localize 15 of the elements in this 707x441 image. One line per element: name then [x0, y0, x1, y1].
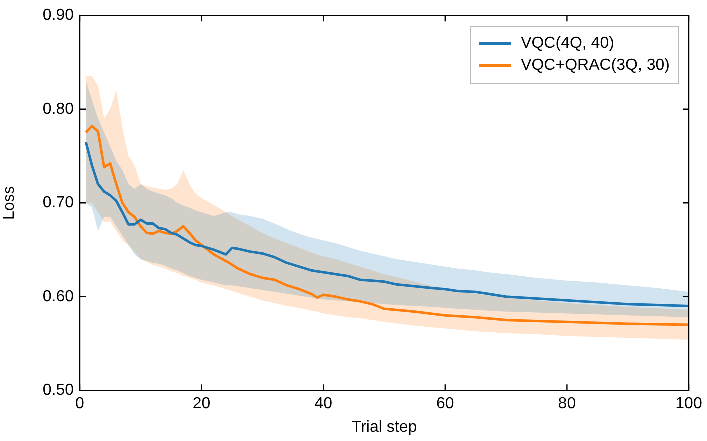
x-tick-label: 100	[676, 396, 702, 413]
legend-label: VQC+QRAC(3Q, 30)	[521, 56, 670, 75]
x-tick-label: 0	[76, 396, 85, 413]
y-tick-label: 0.60	[42, 288, 74, 306]
x-tick-label: 80	[558, 396, 576, 413]
y-tick-label: 0.70	[42, 194, 74, 212]
x-tick-label: 60	[436, 396, 454, 413]
y-tick-label: 0.90	[42, 7, 74, 24]
x-tick-label: 40	[314, 396, 333, 413]
legend-label: VQC(4Q, 40)	[521, 34, 614, 53]
y-axis-title: Loss	[1, 186, 18, 220]
x-tick-label: 20	[192, 396, 211, 413]
y-tick-label: 0.50	[42, 382, 74, 400]
y-tick-label: 0.80	[42, 100, 74, 118]
x-axis-title: Trial step	[352, 418, 418, 436]
